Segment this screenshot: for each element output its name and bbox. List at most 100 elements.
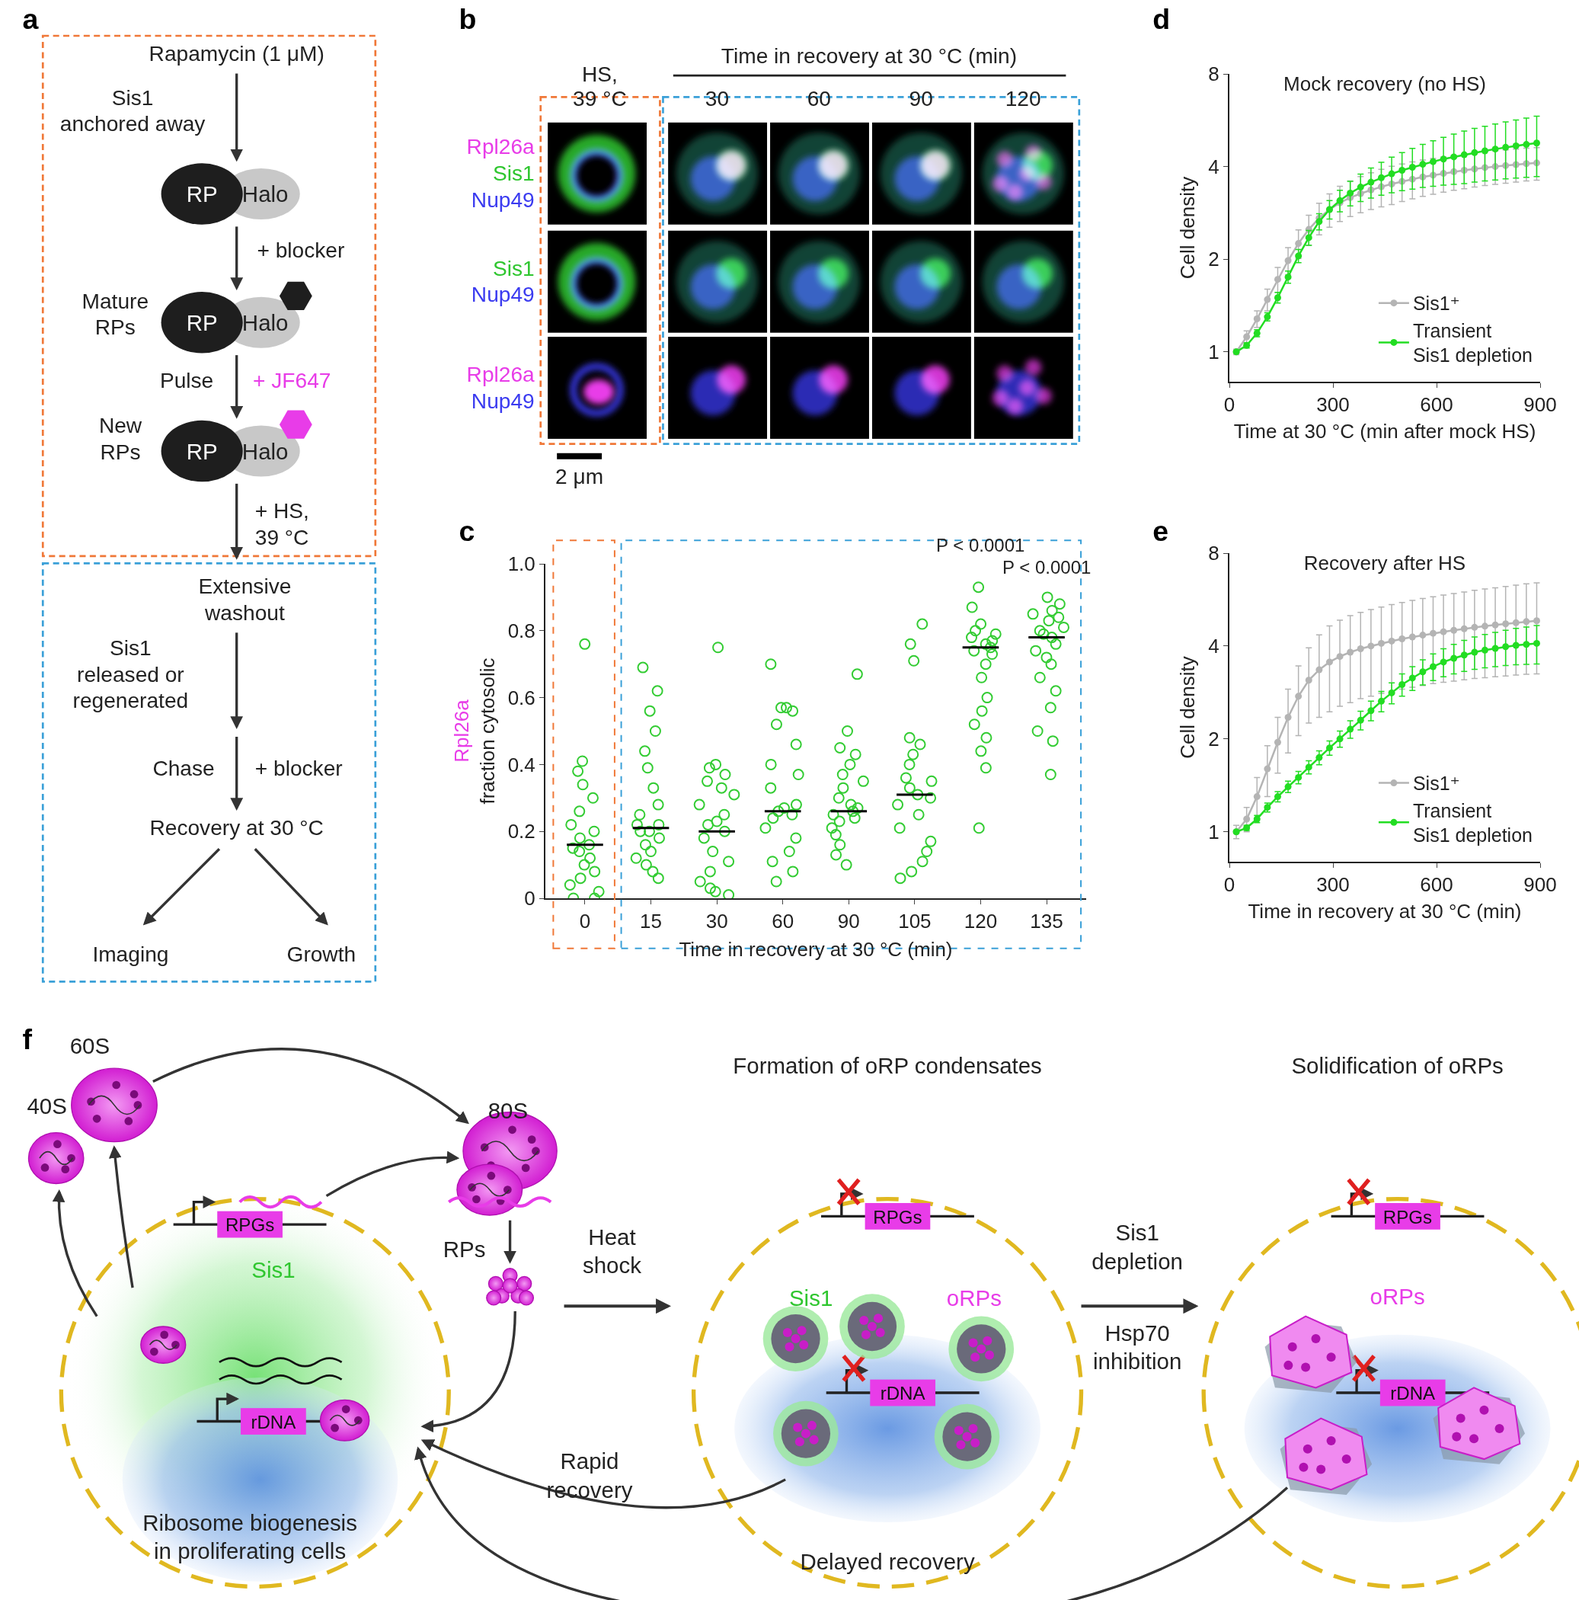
svg-text:900: 900 (1523, 872, 1557, 896)
svg-text:60S: 60S (70, 1032, 110, 1058)
svg-text:RPs: RPs (99, 440, 141, 464)
svg-text:600: 600 (1419, 393, 1453, 416)
svg-text:regenerated: regenerated (73, 688, 189, 713)
svg-text:90: 90 (909, 86, 934, 111)
svg-text:90: 90 (837, 909, 860, 933)
svg-text:Halo: Halo (242, 310, 289, 336)
svg-text:inhibition: inhibition (1093, 1348, 1182, 1374)
svg-text:f: f (22, 1022, 32, 1055)
svg-text:Sis1: Sis1 (1115, 1220, 1160, 1246)
svg-text:Rpl26a: Rpl26a (466, 362, 535, 387)
svg-text:RPs: RPs (95, 315, 136, 339)
svg-text:RP: RP (186, 438, 218, 464)
svg-text:Time in recovery at 30 °C (min: Time in recovery at 30 °C (min) (679, 937, 953, 961)
svg-text:RPGs: RPGs (225, 1214, 275, 1235)
svg-text:in proliferating cells: in proliferating cells (153, 1537, 346, 1564)
svg-text:recovery: recovery (546, 1476, 633, 1503)
svg-text:2 μm: 2 μm (555, 464, 604, 489)
svg-text:RP: RP (186, 181, 218, 207)
svg-text:RP: RP (186, 310, 218, 336)
svg-text:rDNA: rDNA (1390, 1382, 1436, 1404)
svg-text:39 °C: 39 °C (572, 86, 627, 111)
svg-text:oRPs: oRPs (946, 1284, 1002, 1311)
svg-text:Sis1: Sis1 (492, 256, 535, 281)
svg-text:Mock recovery (no HS): Mock recovery (no HS) (1283, 72, 1487, 96)
svg-text:Hsp70: Hsp70 (1105, 1320, 1170, 1346)
svg-text:8: 8 (1208, 541, 1219, 565)
svg-text:0.6: 0.6 (508, 685, 536, 709)
svg-text:Halo: Halo (242, 438, 289, 464)
svg-text:+ blocker: + blocker (255, 756, 343, 780)
svg-text:0.2: 0.2 (508, 819, 536, 843)
svg-text:8: 8 (1208, 62, 1219, 86)
svg-text:Halo: Halo (242, 181, 289, 207)
svg-text:Nup49: Nup49 (471, 282, 535, 307)
svg-text:Delayed recovery: Delayed recovery (799, 1548, 975, 1574)
svg-text:Solidification of oRPs: Solidification of oRPs (1291, 1052, 1503, 1078)
svg-text:e: e (1152, 514, 1169, 547)
svg-text:Nup49: Nup49 (471, 389, 535, 413)
svg-text:Cell density: Cell density (1176, 655, 1199, 758)
svg-text:Nup49: Nup49 (471, 188, 535, 212)
svg-text:105: 105 (898, 909, 931, 933)
svg-text:120: 120 (964, 909, 998, 933)
svg-text:135: 135 (1030, 909, 1064, 933)
svg-text:0: 0 (579, 909, 591, 933)
svg-text:c: c (459, 514, 476, 547)
svg-text:120: 120 (1005, 86, 1042, 111)
svg-text:0: 0 (1223, 393, 1234, 416)
svg-text:Sis1⁺: Sis1⁺ (1412, 292, 1460, 314)
svg-text:depletion: depletion (1091, 1248, 1183, 1274)
svg-text:Sis1⁺: Sis1⁺ (1412, 772, 1460, 794)
svg-text:Rpl26a: Rpl26a (466, 134, 535, 159)
svg-text:30: 30 (705, 86, 729, 111)
svg-text:b: b (459, 3, 477, 36)
svg-text:Rpl26afraction cytosolic: Rpl26afraction cytosolic (450, 657, 499, 804)
svg-text:Time in recovery at 30 °C (min: Time in recovery at 30 °C (min) (1247, 899, 1522, 923)
svg-text:30: 30 (706, 909, 729, 933)
svg-text:shock: shock (582, 1252, 642, 1278)
svg-text:P < 0.0001: P < 0.0001 (936, 534, 1025, 556)
svg-text:released or: released or (76, 662, 185, 687)
svg-text:d: d (1152, 3, 1170, 36)
svg-text:Recovery after HS: Recovery after HS (1303, 551, 1465, 575)
svg-text:RPGs: RPGs (1383, 1206, 1432, 1228)
svg-text:TransientSis1 depletion: TransientSis1 depletion (1412, 319, 1532, 367)
svg-text:Cell density: Cell density (1176, 176, 1199, 279)
svg-text:rDNA: rDNA (880, 1382, 927, 1404)
svg-text:15: 15 (639, 909, 662, 933)
svg-text:1.0: 1.0 (508, 552, 536, 576)
svg-text:600: 600 (1419, 872, 1453, 896)
svg-text:HS,: HS, (581, 62, 618, 87)
svg-text:RPs: RPs (443, 1236, 486, 1262)
svg-text:+ blocker: + blocker (256, 238, 345, 263)
svg-text:60: 60 (807, 86, 832, 111)
svg-text:+ HS,: + HS, (255, 498, 310, 523)
svg-text:4: 4 (1208, 634, 1219, 658)
svg-text:TransientSis1 depletion: TransientSis1 depletion (1412, 799, 1532, 846)
svg-text:+ JF647: + JF647 (252, 368, 331, 393)
svg-text:rDNA: rDNA (250, 1411, 297, 1432)
svg-text:Formation of oRP condensates: Formation of oRP condensates (732, 1052, 1042, 1078)
svg-text:Sis1: Sis1 (251, 1256, 295, 1282)
svg-text:60: 60 (771, 909, 794, 933)
svg-text:Sis1: Sis1 (111, 86, 154, 110)
svg-text:0: 0 (524, 886, 536, 910)
svg-text:a: a (22, 3, 39, 36)
svg-text:Ribosome biogenesis: Ribosome biogenesis (142, 1509, 358, 1535)
svg-text:2: 2 (1208, 726, 1219, 750)
svg-text:1: 1 (1208, 819, 1219, 843)
svg-text:anchored away: anchored away (60, 111, 206, 136)
svg-text:P < 0.0001: P < 0.0001 (1002, 556, 1091, 578)
svg-text:Pulse: Pulse (159, 368, 214, 393)
svg-text:Time in recovery at 30 °C (min: Time in recovery at 30 °C (min) (721, 44, 1017, 68)
svg-text:RPGs: RPGs (872, 1206, 922, 1228)
svg-text:Sis1: Sis1 (109, 636, 152, 660)
svg-text:0.4: 0.4 (508, 752, 536, 776)
svg-text:40S: 40S (26, 1093, 67, 1119)
svg-text:80S: 80S (488, 1097, 528, 1123)
svg-text:washout: washout (204, 600, 285, 625)
svg-text:Sis1: Sis1 (492, 161, 535, 186)
svg-text:900: 900 (1523, 393, 1557, 416)
svg-text:Growth: Growth (287, 942, 357, 966)
